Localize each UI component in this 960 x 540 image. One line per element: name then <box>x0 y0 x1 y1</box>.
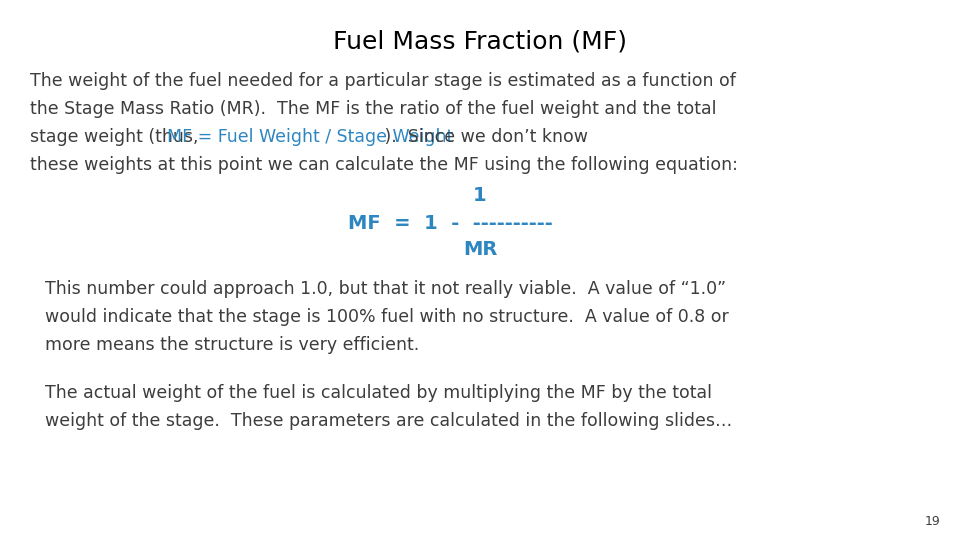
Text: The weight of the fuel needed for a particular stage is estimated as a function : The weight of the fuel needed for a part… <box>30 72 736 90</box>
Text: 1: 1 <box>473 186 487 205</box>
Text: weight of the stage.  These parameters are calculated in the following slides…: weight of the stage. These parameters ar… <box>45 412 732 430</box>
Text: MR: MR <box>463 240 497 259</box>
Text: 19: 19 <box>924 515 940 528</box>
Text: would indicate that the stage is 100% fuel with no structure.  A value of 0.8 or: would indicate that the stage is 100% fu… <box>45 308 729 326</box>
Text: This number could approach 1.0, but that it not really viable.  A value of “1.0”: This number could approach 1.0, but that… <box>45 280 726 298</box>
Text: MF = Fuel Weight / Stage Weight: MF = Fuel Weight / Stage Weight <box>167 128 453 146</box>
Text: Fuel Mass Fraction (MF): Fuel Mass Fraction (MF) <box>333 30 627 54</box>
Text: The actual weight of the fuel is calculated by multiplying the MF by the total: The actual weight of the fuel is calcula… <box>45 384 712 402</box>
Text: ).  Since we don’t know: ). Since we don’t know <box>379 128 588 146</box>
Text: more means the structure is very efficient.: more means the structure is very efficie… <box>45 336 420 354</box>
Text: the Stage Mass Ratio (MR).  The MF is the ratio of the fuel weight and the total: the Stage Mass Ratio (MR). The MF is the… <box>30 100 716 118</box>
Text: MF  =  1  -  ----------: MF = 1 - ---------- <box>348 214 552 233</box>
Text: these weights at this point we can calculate the MF using the following equation: these weights at this point we can calcu… <box>30 156 738 174</box>
Text: stage weight (thus,: stage weight (thus, <box>30 128 204 146</box>
